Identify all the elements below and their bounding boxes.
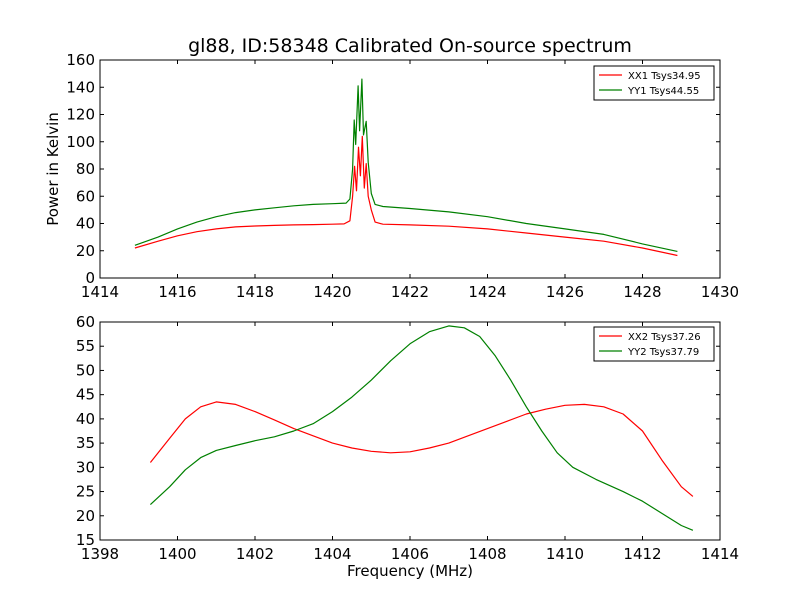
x-tick-label: 1414: [81, 283, 119, 301]
legend-box: [593, 65, 715, 101]
y-tick-label: 0: [85, 269, 95, 287]
y-tick-label: 35: [76, 434, 95, 452]
x-tick-label: 1400: [158, 545, 196, 563]
x-tick-label: 1422: [391, 283, 429, 301]
x-tick-label: 1424: [468, 283, 506, 301]
x-tick-label: 1398: [81, 545, 119, 563]
y-tick-label: 140: [66, 78, 95, 96]
x-tick-label: 1416: [158, 283, 196, 301]
legend-entry-label: YY2 Tsys37.79: [627, 347, 699, 358]
legend-box: [593, 326, 715, 362]
y-tick-label: 20: [76, 507, 95, 525]
x-tick-label: 1420: [313, 283, 351, 301]
x-tick-label: 1412: [623, 545, 661, 563]
y-tick-label: 160: [66, 51, 95, 69]
y-tick-label: 30: [76, 458, 95, 476]
y-tick-label: 45: [76, 386, 95, 404]
series-line-bottom-2: [149, 325, 694, 531]
x-tick-label: 1414: [701, 545, 739, 563]
chart-title: gl88, ID:58348 Calibrated On-source spec…: [188, 35, 632, 57]
x-tick-label: 1402: [236, 545, 274, 563]
y-tick-label: 50: [76, 361, 95, 379]
x-tick-label: 1408: [468, 545, 506, 563]
y-tick-label: 100: [66, 133, 95, 151]
x-tick-label: 1410: [546, 545, 584, 563]
x-tick-label: 1404: [313, 545, 351, 563]
legend-entry-label: XX1 Tsys34.95: [628, 71, 701, 82]
y-tick-label: 80: [76, 160, 95, 178]
x-tick-label: 1418: [236, 283, 274, 301]
bottom-x-axis-label: Frequency (MHz): [347, 562, 473, 580]
y-tick-label: 20: [76, 242, 95, 260]
legend-entry-label: XX2 Tsys37.26: [628, 332, 701, 343]
y-tick-label: 15: [76, 531, 95, 549]
x-tick-label: 1428: [623, 283, 661, 301]
top-plot-area: 1414 1416 1418 1420 1422 1424 1426 1428 1430 0 20 4…: [66, 51, 739, 301]
series-line-bottom-1: [149, 401, 694, 497]
y-tick-label: 25: [76, 483, 95, 501]
bottom-chart: Frequency (MHz) 1398 1400 1402 1404 1406 1408…: [76, 313, 739, 580]
top-chart: gl88, ID:58348 Calibrated On-source spec…: [44, 35, 739, 301]
legend-entry-label: YY1 Tsys44.55: [627, 86, 699, 97]
y-tick-label: 55: [76, 337, 95, 355]
legend: XX2 Tsys37.26 YY2 Tsys37.79: [593, 326, 715, 362]
series-line-top-2: [134, 78, 678, 252]
x-tick-label: 1430: [701, 283, 739, 301]
y-tick-label: 40: [76, 215, 95, 233]
y-tick-label: 120: [66, 106, 95, 124]
y-tick-label: 60: [76, 187, 95, 205]
bottom-plot-area: 1398 1400 1402 1404 1406 1408 1410 1412 1414 15 20…: [76, 313, 739, 563]
x-tick-label: 1406: [391, 545, 429, 563]
y-tick-label: 60: [76, 313, 95, 331]
series-line-top-1: [134, 135, 678, 257]
y-tick-label: 40: [76, 410, 95, 428]
x-tick-label: 1426: [546, 283, 584, 301]
top-y-axis-label: Power in Kelvin: [44, 112, 62, 226]
legend: XX1 Tsys34.95 YY1 Tsys44.55: [593, 65, 715, 101]
